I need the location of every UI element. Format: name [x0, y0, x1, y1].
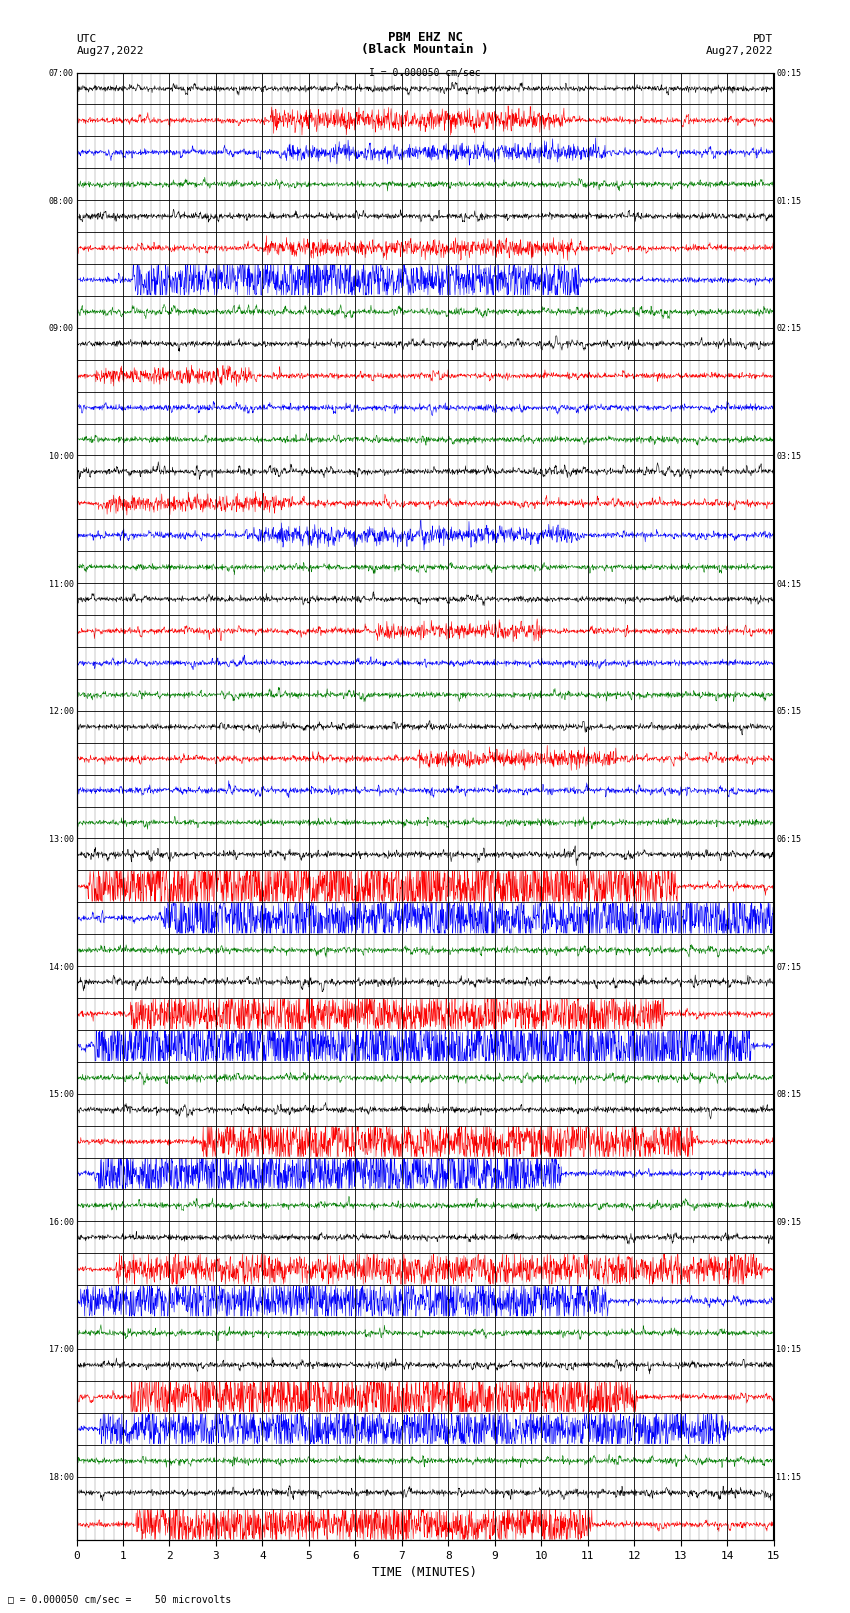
Text: PDT: PDT — [753, 34, 774, 44]
Text: Aug27,2022: Aug27,2022 — [76, 47, 144, 56]
Text: □ = 0.000050 cm/sec =    50 microvolts: □ = 0.000050 cm/sec = 50 microvolts — [8, 1595, 232, 1605]
Text: I = 0.000050 cm/sec: I = 0.000050 cm/sec — [369, 68, 481, 77]
Text: UTC: UTC — [76, 34, 97, 44]
Text: Aug27,2022: Aug27,2022 — [706, 47, 774, 56]
X-axis label: TIME (MINUTES): TIME (MINUTES) — [372, 1566, 478, 1579]
Text: PBM EHZ NC: PBM EHZ NC — [388, 31, 462, 44]
Text: (Black Mountain ): (Black Mountain ) — [361, 44, 489, 56]
